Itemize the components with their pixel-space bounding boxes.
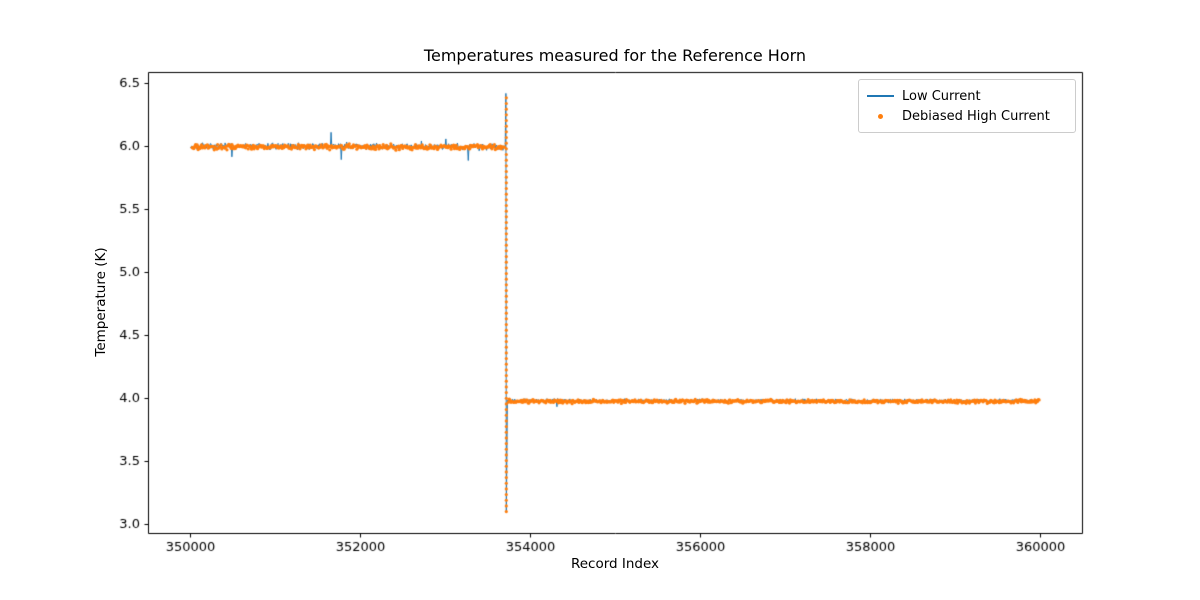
y-axis-label: Temperature (K): [93, 247, 109, 357]
chart-title: Temperatures measured for the Reference …: [423, 46, 807, 65]
line-swatch-icon: [867, 95, 894, 97]
legend: Low Current Debiased High Current: [858, 79, 1076, 133]
legend-item-low-current: Low Current: [867, 86, 1067, 106]
dot-swatch-icon: [878, 113, 883, 119]
x-axis-label: Record Index: [570, 556, 660, 572]
legend-dot-sample: [867, 113, 894, 119]
legend-item-debiased-high-current: Debiased High Current: [867, 106, 1067, 126]
legend-label-debiased-high-current: Debiased High Current: [902, 108, 1050, 124]
legend-line-sample: [867, 95, 894, 97]
legend-label-low-current: Low Current: [902, 88, 981, 104]
